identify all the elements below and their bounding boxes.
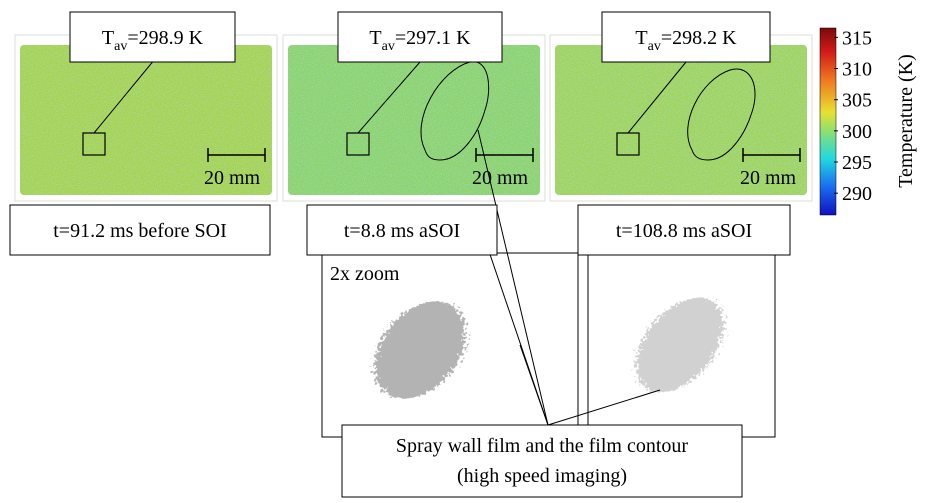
colorbar-tick-label: 305 [842,90,872,112]
colorbar-tick-label: 300 [842,121,872,143]
average-value: =297.1 K [395,27,471,49]
average-value: =298.9 K [127,27,203,49]
time-label: t=108.8 ms aSOI [616,220,752,242]
average-subscript: av [114,39,127,54]
scale-bar-label: 20 mm [740,167,797,189]
time-label: t=8.8 ms aSOI [344,220,460,242]
caption-line: (high speed imaging) [457,465,627,487]
colorbar-label: Temperature (K) [895,54,917,188]
caption-line: Spray wall film and the film contour [396,435,688,457]
colorbar-tick-label: 295 [842,152,872,174]
zoom-label: 2x zoom [330,263,400,285]
time-label: t=91.2 ms before SOI [53,220,226,242]
figure: 2x zoom Spray wall film and the film con… [0,0,928,503]
colorbar [820,28,836,215]
average-symbol: T [102,27,114,49]
average-value: =298.2 K [661,27,737,49]
colorbar-tick-label: 315 [842,27,872,49]
colorbar-tick-label: 290 [842,183,872,205]
scale-bar-label: 20 mm [204,167,261,189]
colorbar-tick-label: 310 [842,59,872,81]
average-symbol: T [635,27,647,49]
average-subscript: av [382,39,395,54]
average-subscript: av [648,39,661,54]
average-symbol: T [369,27,381,49]
scale-bar-label: 20 mm [472,167,529,189]
